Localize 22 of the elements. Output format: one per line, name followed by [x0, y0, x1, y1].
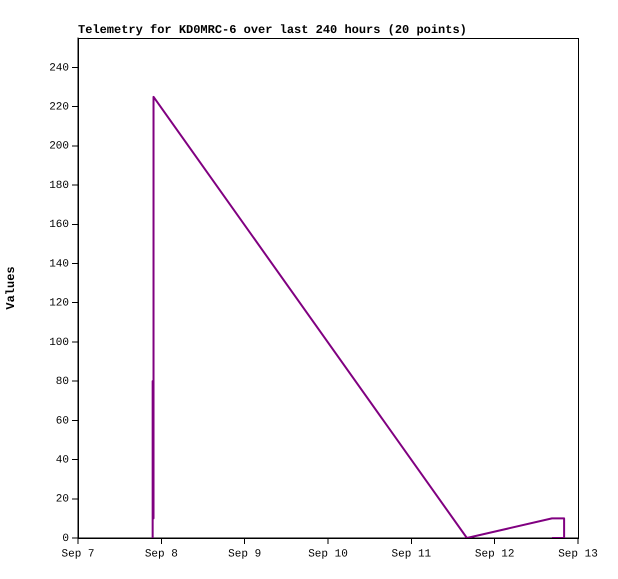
y-tick-label: 100: [49, 336, 69, 349]
y-tick-label: 220: [49, 102, 69, 114]
x-tick-label: Sep 13: [558, 548, 598, 561]
x-tick-label: Sep 11: [392, 548, 432, 561]
y-tick-label: 40: [56, 454, 69, 466]
y-tick-label: 120: [49, 298, 69, 310]
x-tick-label: Sep 10: [308, 548, 348, 561]
y-axis-title: Values: [4, 266, 18, 310]
y-tick-label: 180: [49, 180, 69, 192]
y-tick-label: 0: [62, 532, 69, 545]
y-tick-label: 140: [49, 258, 69, 270]
y-tick-label: 160: [49, 219, 69, 232]
y-tick-label: 20: [56, 494, 69, 506]
y-tick-label: 60: [56, 415, 69, 428]
x-tick-label: Sep 7: [61, 548, 95, 561]
y-tick-label: 80: [56, 376, 69, 388]
x-tick-label: Sep 8: [144, 548, 178, 561]
y-tick-label: 200: [49, 140, 69, 153]
y-tick-label: 240: [49, 62, 69, 74]
x-tick-label: Sep 9: [228, 548, 262, 561]
x-tick-label: Sep 12: [474, 548, 514, 561]
chart-title: Telemetry for KD0MRC-6 over last 240 hours (20 points): [78, 23, 467, 38]
